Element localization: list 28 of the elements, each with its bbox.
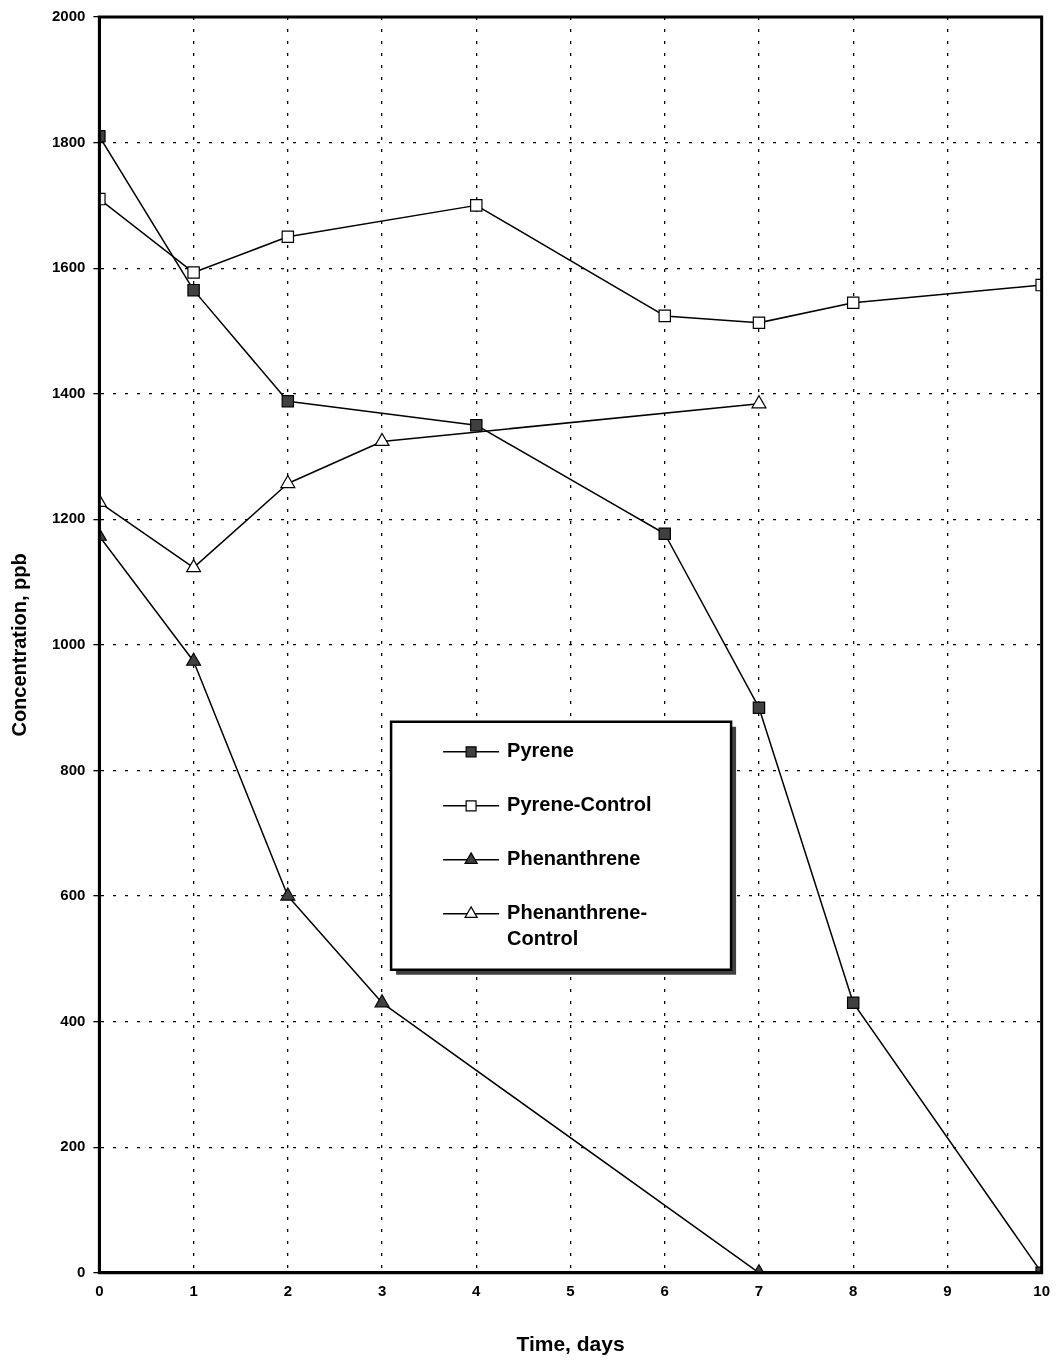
x-tick-label: 6 xyxy=(660,1281,669,1299)
x-tick-label: 0 xyxy=(95,1281,104,1299)
x-tick-label: 2 xyxy=(283,1281,292,1299)
x-tick-label: 5 xyxy=(566,1281,575,1299)
y-tick-label: 1400 xyxy=(51,383,86,401)
y-tick-label: 1000 xyxy=(51,635,86,653)
x-axis-title: Time, days xyxy=(516,1332,625,1356)
x-tick-label: 7 xyxy=(754,1281,764,1299)
legend-label: Pyrene xyxy=(507,739,574,762)
x-tick-label: 8 xyxy=(849,1281,858,1299)
legend-label: Pyrene-Control xyxy=(507,793,652,816)
y-tick-label: 2000 xyxy=(51,7,86,25)
x-tick-label: 1 xyxy=(189,1281,198,1299)
y-tick-label: 400 xyxy=(60,1011,86,1029)
x-tick-label: 4 xyxy=(472,1281,482,1299)
y-tick-label: 200 xyxy=(60,1137,86,1155)
legend-label: Phenanthrene xyxy=(507,847,641,870)
legend-label: Phenanthrene-Control xyxy=(507,901,648,950)
y-tick-label: 800 xyxy=(60,760,86,778)
x-tick-label: 3 xyxy=(377,1281,387,1299)
y-tick-label: 1200 xyxy=(51,509,86,527)
y-tick-label: 0 xyxy=(77,1262,86,1280)
x-tick-label: 10 xyxy=(1033,1281,1050,1299)
y-axis-title: Concentration, ppb xyxy=(7,553,30,737)
y-tick-label: 1800 xyxy=(51,132,86,150)
y-tick-label: 1600 xyxy=(51,258,86,276)
x-tick-label: 9 xyxy=(943,1281,952,1299)
y-tick-label: 600 xyxy=(60,886,86,904)
